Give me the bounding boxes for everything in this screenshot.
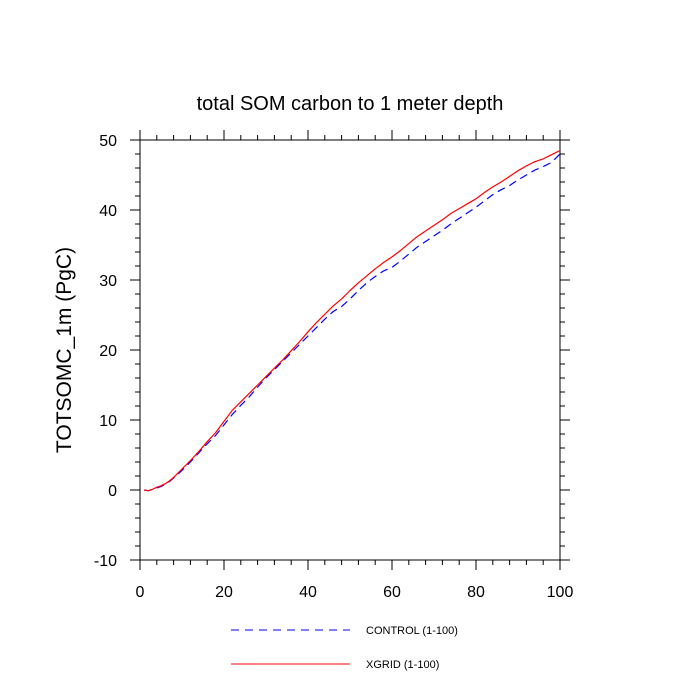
legend-label-xgrid: XGRID (1-100) [366, 659, 439, 671]
y-tick-label: 50 [99, 133, 117, 150]
series-group [144, 149, 561, 492]
x-tick-label: 100 [547, 584, 574, 601]
x-tick-label: 20 [215, 584, 233, 601]
y-tick-label: -10 [94, 553, 117, 570]
axis-ticks [130, 130, 570, 570]
series-line-control [144, 153, 561, 492]
x-tick-label: 40 [299, 584, 317, 601]
y-tick-label: 20 [99, 343, 117, 360]
y-tick-label: 0 [108, 483, 117, 500]
y-tick-label: 30 [99, 273, 117, 290]
x-tick-label: 80 [467, 584, 485, 601]
series-line-xgrid [144, 149, 561, 492]
y-axis-label: TOTSOMC_1m (PgC) [53, 247, 76, 453]
plot-frame [139, 139, 561, 561]
x-tick-label: 0 [136, 584, 145, 601]
axis-tick-labels: 0 20 40 60 80 100 -10 0 10 20 30 40 50 [94, 133, 574, 601]
chart-title: total SOM carbon to 1 meter depth [197, 93, 504, 115]
y-tick-label: 10 [99, 413, 117, 430]
legend-label-control: CONTROL (1-100) [366, 625, 458, 637]
x-tick-label: 60 [383, 584, 401, 601]
legend: CONTROL (1-100) XGRID (1-100) [231, 625, 458, 671]
y-tick-label: 40 [99, 203, 117, 220]
